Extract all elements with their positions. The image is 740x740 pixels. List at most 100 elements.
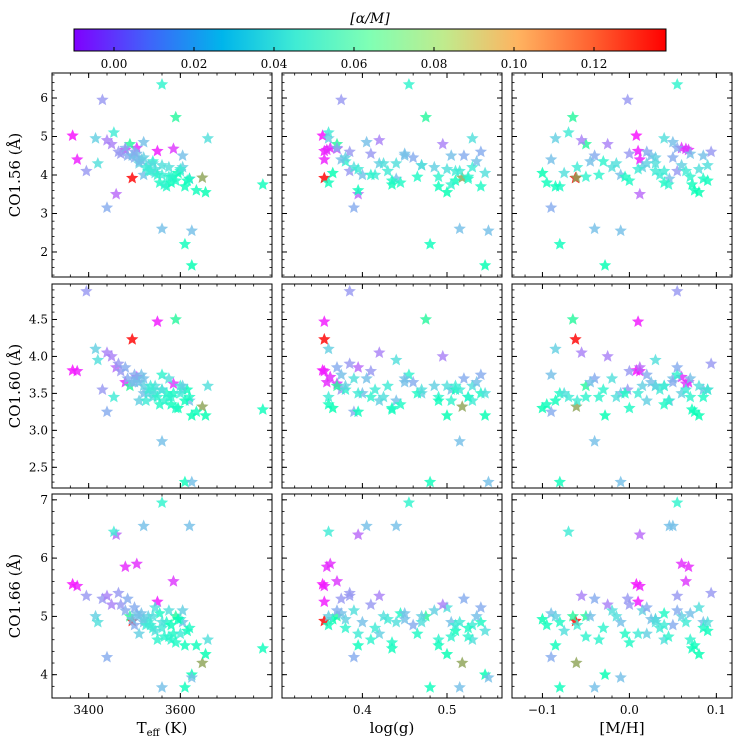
data-point xyxy=(571,160,584,173)
y-tick-label: 6 xyxy=(40,91,48,105)
data-point xyxy=(688,639,701,651)
data-point xyxy=(119,604,132,616)
data-point xyxy=(597,621,610,634)
data-point xyxy=(657,131,671,144)
data-point xyxy=(701,174,714,187)
data-point xyxy=(373,627,386,640)
data-point xyxy=(402,496,416,508)
data-point xyxy=(657,379,671,392)
data-point xyxy=(335,93,348,106)
panel-co156-vs-teff: 2 3 4 5 6 CO1.56 (Å) xyxy=(6,72,273,278)
panel-co156-vs-logg xyxy=(281,72,503,278)
scatter-points xyxy=(316,284,495,488)
data-point xyxy=(553,237,567,250)
data-point xyxy=(701,158,714,171)
data-point xyxy=(390,519,403,532)
data-point xyxy=(549,394,562,407)
data-point xyxy=(466,633,479,645)
data-point xyxy=(461,170,475,183)
data-point xyxy=(679,383,693,395)
data-point xyxy=(540,176,553,188)
data-point xyxy=(196,171,209,183)
data-point xyxy=(692,647,706,660)
data-point xyxy=(137,612,150,625)
x-tick-label: 0.0 xyxy=(620,703,639,717)
data-point xyxy=(544,650,558,663)
data-point xyxy=(128,618,141,631)
data-point xyxy=(614,671,627,683)
data-point xyxy=(657,606,671,619)
data-point xyxy=(662,630,675,643)
data-point xyxy=(176,379,189,392)
x-axis-label: [M/H] xyxy=(599,719,644,737)
data-point xyxy=(71,153,84,165)
x-tick-label: 3600 xyxy=(165,703,196,717)
data-point xyxy=(682,560,695,573)
data-point xyxy=(128,145,141,158)
data-point xyxy=(155,615,169,628)
data-point xyxy=(697,149,710,162)
data-point xyxy=(339,155,352,167)
data-point xyxy=(605,160,619,173)
data-point xyxy=(351,386,365,399)
data-point xyxy=(330,604,344,616)
data-point xyxy=(385,641,399,654)
data-point xyxy=(631,144,645,157)
data-point xyxy=(679,574,693,587)
data-point xyxy=(636,604,649,616)
data-point xyxy=(566,312,580,325)
data-point xyxy=(482,475,495,488)
data-point xyxy=(155,383,169,395)
data-point xyxy=(335,153,348,165)
y-tick-label: 4 xyxy=(40,168,48,182)
data-point xyxy=(324,141,337,154)
y-tick-label: 5 xyxy=(40,609,48,623)
y-axis-label: CO1.56 (Å) xyxy=(6,133,24,217)
data-point xyxy=(137,151,150,163)
scatter-points xyxy=(66,496,270,693)
data-point xyxy=(330,574,344,587)
data-point xyxy=(544,153,558,165)
data-point xyxy=(364,147,378,160)
data-point xyxy=(322,397,335,410)
data-point xyxy=(453,383,466,395)
data-point xyxy=(631,386,645,399)
data-point xyxy=(692,379,706,392)
data-point xyxy=(398,375,411,388)
data-point xyxy=(351,187,365,200)
data-point xyxy=(570,656,583,669)
data-point xyxy=(107,525,121,538)
data-point xyxy=(457,372,471,384)
data-point xyxy=(474,368,488,381)
data-point xyxy=(544,405,558,418)
data-point xyxy=(178,475,192,488)
data-point xyxy=(335,368,348,381)
data-point xyxy=(164,176,178,188)
data-point xyxy=(440,409,454,421)
data-point xyxy=(436,349,449,362)
data-point xyxy=(132,155,146,167)
data-point xyxy=(126,375,139,388)
data-point xyxy=(385,174,399,187)
data-point xyxy=(566,609,580,622)
data-point xyxy=(318,332,331,345)
data-point xyxy=(605,604,619,616)
data-point xyxy=(456,656,469,669)
data-point xyxy=(453,222,466,235)
data-point xyxy=(423,681,437,693)
data-point xyxy=(322,525,335,538)
data-point xyxy=(432,170,445,183)
data-point xyxy=(666,618,680,631)
data-point xyxy=(167,574,180,587)
data-point xyxy=(679,615,693,628)
data-point xyxy=(411,627,424,640)
data-point xyxy=(566,110,580,123)
data-point xyxy=(199,647,212,660)
data-point xyxy=(398,372,411,384)
data-point xyxy=(201,379,215,392)
data-point xyxy=(618,627,632,640)
x-tick-label: 3400 xyxy=(73,703,104,717)
data-point xyxy=(162,170,176,183)
data-point xyxy=(675,386,688,399)
data-point xyxy=(178,394,192,407)
